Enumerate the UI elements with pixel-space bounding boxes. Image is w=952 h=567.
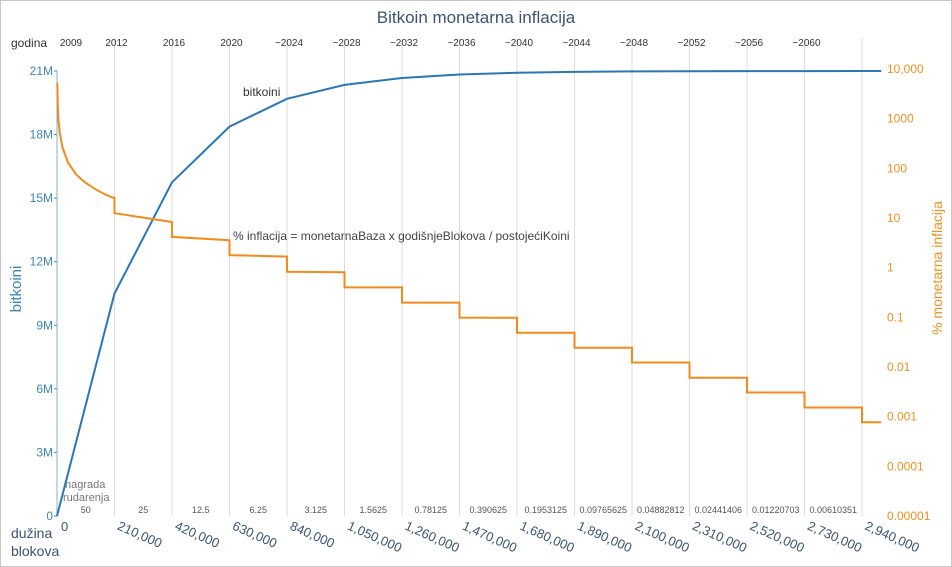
- year-tick-label: ~2024: [275, 38, 304, 49]
- x-tick-label: 420,000: [173, 518, 222, 551]
- reward-label: 0.01220703: [752, 505, 800, 515]
- left-tick-label: 3M: [36, 445, 53, 459]
- x-tick-label: 210,000: [115, 518, 164, 551]
- x-tick-label: 2,100,000: [633, 518, 692, 555]
- x-tick-label: 1,890,000: [575, 518, 634, 555]
- left-tick-label: 15M: [30, 191, 53, 205]
- year-tick-label: ~2044: [562, 38, 591, 49]
- series-label-bitkoini: bitkoini: [243, 85, 280, 99]
- reward-label: 0.1953125: [524, 505, 567, 515]
- reward-label: 25: [138, 505, 148, 515]
- right-y-axis: % monetarna inflacija 0.00001 0.0001 0.001…: [887, 62, 945, 523]
- year-tick-label: 2009: [60, 38, 83, 49]
- x-tick-label: 630,000: [230, 518, 279, 551]
- series-layer: [56, 70, 882, 517]
- year-tick-label: 2016: [163, 38, 186, 49]
- reward-label: 12.5: [192, 505, 210, 515]
- reward-label: 1.5625: [359, 505, 387, 515]
- right-tick-label: 10,000: [887, 62, 924, 76]
- right-tick-label: 1: [887, 261, 894, 275]
- x-tick-label: 2,730,000: [805, 518, 864, 555]
- reward-label: 0.09765625: [579, 505, 627, 515]
- right-axis-label: % monetarna inflacija: [929, 201, 945, 335]
- x-axis: dužina blokova 0 210,000 420,000 630,000 840…: [11, 518, 922, 559]
- reward-axis: nagrada rudarenja 50 25 12.5 6.25 3.125 1.562…: [63, 479, 857, 515]
- right-tick-label: 0.001: [887, 410, 917, 424]
- series-line-bitkoini: [56, 70, 882, 517]
- left-tick-label: 21M: [30, 64, 53, 78]
- x-tick-label: 0: [61, 519, 68, 534]
- year-tick-label: 2020: [220, 38, 243, 49]
- year-tick-label: ~2036: [447, 38, 476, 49]
- reward-label: 0.390625: [469, 505, 507, 515]
- reward-label: 6.25: [249, 505, 267, 515]
- x-tick-label: 2,940,000: [863, 518, 922, 555]
- x-tick-label: 1,260,000: [403, 518, 462, 555]
- reward-axis-label-line2: rudarenja: [63, 492, 110, 504]
- right-tick-label: 10: [887, 211, 901, 225]
- reward-label: 0.78125: [414, 505, 447, 515]
- year-tick-label: ~2056: [735, 38, 764, 49]
- formula-annotation: % inflacija = monetarnaBaza x godišnjeBl…: [233, 229, 570, 243]
- reward-label: 0.02441406: [694, 505, 742, 515]
- year-axis: godina 2009 2012 2016 2020 ~2024 ~2028 ~2032 ~2…: [11, 36, 821, 50]
- year-tick-label: ~2060: [792, 38, 821, 49]
- series-line-inflacija: [56, 82, 882, 424]
- right-tick-label: 1000: [887, 112, 914, 126]
- x-tick-label: 1,680,000: [518, 518, 577, 555]
- x-tick-label: 2,310,000: [690, 518, 749, 555]
- left-axis-label: bitkoini: [8, 266, 25, 313]
- left-tick-label: 6M: [36, 382, 53, 396]
- year-tick-label: ~2028: [332, 38, 361, 49]
- reward-label: 0.04882812: [637, 505, 685, 515]
- left-tick-label: 0: [46, 509, 53, 523]
- x-tick-label: 2,520,000: [748, 518, 807, 555]
- year-tick-label: ~2048: [620, 38, 649, 49]
- left-tick-label: 12M: [30, 255, 53, 269]
- x-tick-label: 840,000: [288, 518, 337, 551]
- reward-label: 0.00610351: [809, 505, 857, 515]
- right-tick-label: 100: [887, 161, 907, 175]
- year-axis-label: godina: [11, 36, 47, 50]
- year-tick-label: 2012: [105, 38, 128, 49]
- right-tick-label: 0.0001: [887, 459, 924, 473]
- x-tick-label: 1,050,000: [345, 518, 404, 555]
- year-tick-label: ~2032: [390, 38, 419, 49]
- x-axis-label-line2: blokova: [11, 543, 59, 559]
- left-y-axis: bitkoini 0 3M 6M 9M 12M 15M 18M 21M: [8, 64, 58, 523]
- right-tick-label: 0.01: [887, 360, 911, 374]
- left-tick-label: 18M: [30, 128, 53, 142]
- reward-axis-label-line1: nagrada: [65, 479, 106, 491]
- x-axis-label-line1: dužina: [11, 525, 52, 541]
- vertical-gridlines: [114, 38, 863, 516]
- chart-title: Bitkoin monetarna inflacija: [377, 8, 576, 27]
- year-tick-label: ~2052: [677, 38, 706, 49]
- left-tick-label: 9M: [36, 318, 53, 332]
- year-tick-label: ~2040: [505, 38, 534, 49]
- right-tick-label: 0.00001: [887, 509, 931, 523]
- reward-label: 3.125: [304, 505, 327, 515]
- reward-label: 50: [81, 505, 91, 515]
- x-tick-label: 1,470,000: [460, 518, 519, 555]
- right-tick-label: 0.1: [887, 310, 904, 324]
